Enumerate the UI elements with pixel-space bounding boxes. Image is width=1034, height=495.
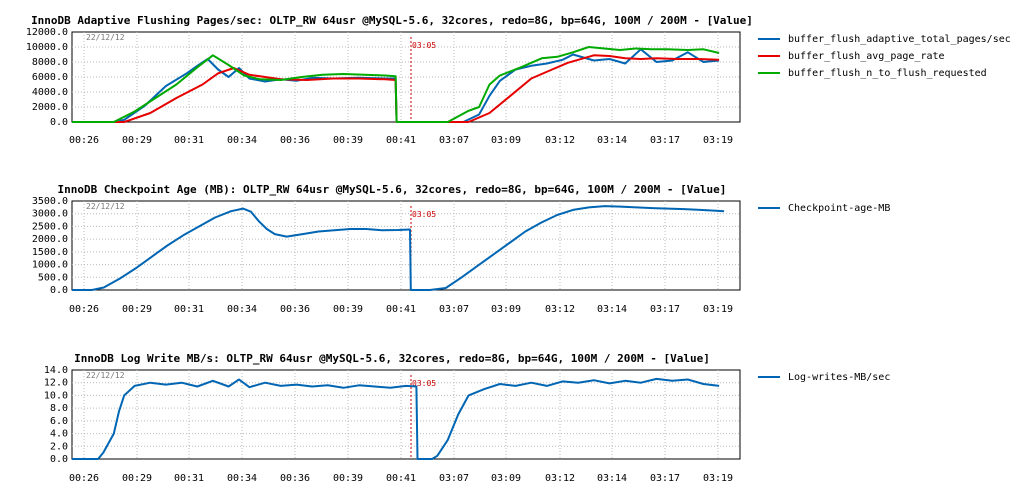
y-tick-label: 10.0 [44,390,68,401]
x-tick-label: 03:19 [703,473,733,484]
x-tick-label: 00:29 [122,473,152,484]
marker-label: 03:05 [412,210,436,219]
y-tick-label: 12000.0 [26,27,68,38]
x-tick-label: 03:17 [650,135,680,146]
y-tick-label: 2000.0 [32,102,68,113]
x-tick-label: 00:36 [280,135,310,146]
y-tick-label: 12.0 [44,378,68,389]
x-tick-label: 03:12 [545,304,575,315]
y-tick-label: 1500.0 [32,247,68,258]
date-label: 22/12/12 [86,33,125,42]
y-tick-label: 4000.0 [32,87,68,98]
y-tick-label: 6.0 [50,416,68,427]
x-tick-label: 03:12 [545,135,575,146]
x-tick-label: 00:36 [280,473,310,484]
x-tick-label: 00:26 [69,304,99,315]
y-tick-label: 1000.0 [32,260,68,271]
x-tick-label: 00:39 [333,304,363,315]
legend-label: buffer_flush_n_to_flush_requested [788,68,987,79]
x-tick-label: 03:07 [439,304,469,315]
plot-frame [71,200,741,291]
x-tick-label: 03:09 [491,473,521,484]
series-line [72,377,720,460]
x-tick-label: 00:41 [386,304,416,315]
x-tick-label: 00:36 [280,304,310,315]
chart-1: InnoDB Adaptive Flushing Pages/sec: OLTP… [26,14,1011,146]
x-tick-label: 03:17 [650,473,680,484]
y-tick-label: 10000.0 [26,42,68,53]
marker-label: 03:05 [412,41,436,50]
y-tick-label: 0.0 [50,285,68,296]
y-tick-label: 2500.0 [32,221,68,232]
x-tick-label: 00:41 [386,135,416,146]
x-tick-label: 00:41 [386,473,416,484]
plot-frame [71,369,741,460]
x-tick-label: 03:07 [439,473,469,484]
y-tick-label: 2.0 [50,441,68,452]
x-tick-label: 03:14 [597,135,627,146]
series-line [72,205,725,291]
x-tick-label: 00:34 [227,473,257,484]
y-tick-label: 8000.0 [32,57,68,68]
x-tick-label: 00:39 [333,473,363,484]
y-tick-label: 2000.0 [32,234,68,245]
chart-title: InnoDB Log Write MB/s: OLTP_RW 64usr @My… [74,352,710,365]
x-tick-label: 00:26 [69,135,99,146]
y-tick-label: 0.0 [50,454,68,465]
y-tick-label: 3500.0 [32,196,68,207]
date-label: 22/12/12 [86,202,125,211]
legend-label: Log-writes-MB/sec [788,372,890,383]
y-tick-label: 3000.0 [32,209,68,220]
y-tick-label: 8.0 [50,403,68,414]
x-tick-label: 00:31 [174,304,204,315]
x-tick-label: 03:09 [491,304,521,315]
x-tick-label: 00:34 [227,304,257,315]
x-tick-label: 03:14 [597,473,627,484]
marker-label: 03:05 [412,379,436,388]
y-tick-label: 6000.0 [32,72,68,83]
legend-label: Checkpoint-age-MB [788,203,890,214]
chart-title: InnoDB Checkpoint Age (MB): OLTP_RW 64us… [58,183,727,196]
legend-label: buffer_flush_adaptive_total_pages/sec [788,34,1011,45]
x-tick-label: 03:09 [491,135,521,146]
x-tick-label: 00:31 [174,135,204,146]
x-tick-label: 00:26 [69,473,99,484]
x-tick-label: 03:07 [439,135,469,146]
x-tick-label: 00:39 [333,135,363,146]
x-tick-label: 03:19 [703,135,733,146]
x-tick-label: 00:31 [174,473,204,484]
y-tick-label: 14.0 [44,365,68,376]
y-tick-label: 500.0 [38,272,68,283]
chart-title: InnoDB Adaptive Flushing Pages/sec: OLTP… [31,14,753,27]
x-tick-label: 00:34 [227,135,257,146]
x-tick-label: 03:12 [545,473,575,484]
chart-2: InnoDB Checkpoint Age (MB): OLTP_RW 64us… [32,183,890,315]
date-label: 22/12/12 [86,371,125,380]
y-tick-label: 0.0 [50,117,68,128]
x-tick-label: 03:19 [703,304,733,315]
chart-3: InnoDB Log Write MB/s: OLTP_RW 64usr @My… [44,352,890,484]
y-tick-label: 4.0 [50,429,68,440]
series-line [72,46,720,123]
x-tick-label: 00:29 [122,304,152,315]
x-tick-label: 03:14 [597,304,627,315]
x-tick-label: 00:29 [122,135,152,146]
legend-label: buffer_flush_avg_page_rate [788,51,945,62]
x-tick-label: 03:17 [650,304,680,315]
